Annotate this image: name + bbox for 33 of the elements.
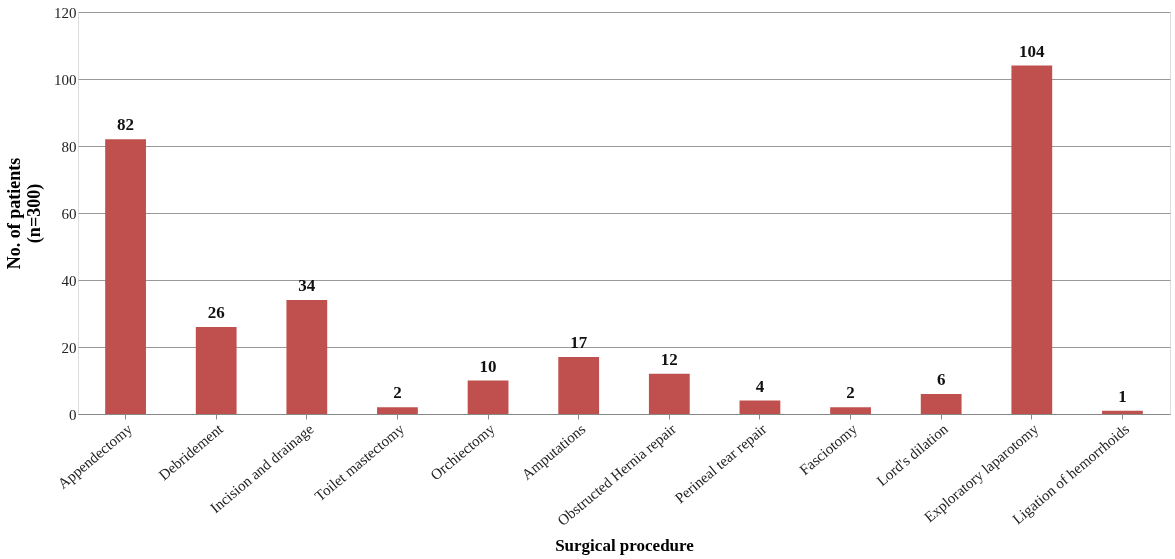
- y-tick-label: 40: [61, 272, 77, 289]
- data-label: 1: [1118, 386, 1127, 406]
- y-tick-label: 100: [54, 71, 77, 88]
- y-tick-label: 120: [54, 4, 77, 21]
- bar: [286, 300, 328, 414]
- bar: [830, 407, 871, 414]
- data-label: 17: [570, 333, 588, 353]
- bar: [1102, 410, 1143, 414]
- data-label: 34: [298, 276, 316, 296]
- data-label: 10: [479, 356, 497, 376]
- data-label: 82: [117, 115, 135, 135]
- y-axis-title: No. of patients (n=300): [4, 157, 45, 270]
- y-tick-label: 80: [61, 138, 77, 155]
- data-label: 12: [660, 349, 678, 369]
- x-axis-title: Surgical procedure: [555, 535, 695, 555]
- bar: [920, 393, 962, 414]
- data-label: 26: [207, 302, 225, 322]
- y-tick-label: 60: [61, 205, 77, 222]
- data-label: 4: [755, 376, 765, 396]
- y-tick-label: 20: [61, 339, 77, 356]
- bar: [739, 400, 781, 414]
- bar: [105, 139, 146, 414]
- data-label: 2: [393, 383, 402, 403]
- bar: [467, 380, 509, 414]
- bar: [648, 373, 690, 414]
- bar: [558, 357, 600, 414]
- bar: [377, 407, 418, 414]
- data-label: 104: [1019, 41, 1046, 61]
- data-label: 6: [936, 369, 946, 389]
- bar: [195, 326, 237, 414]
- data-label: 2: [846, 383, 855, 403]
- y-tick-label: 0: [69, 406, 77, 423]
- bar: [1011, 65, 1053, 414]
